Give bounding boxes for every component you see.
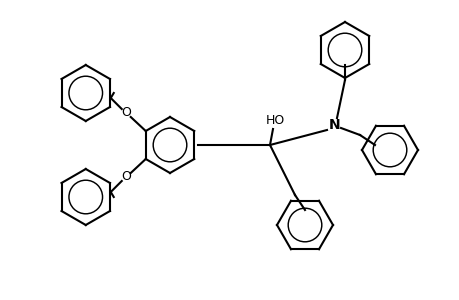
Text: O: O (121, 170, 130, 184)
Text: HO: HO (265, 113, 284, 127)
Text: N: N (329, 118, 340, 132)
Text: O: O (121, 106, 130, 119)
